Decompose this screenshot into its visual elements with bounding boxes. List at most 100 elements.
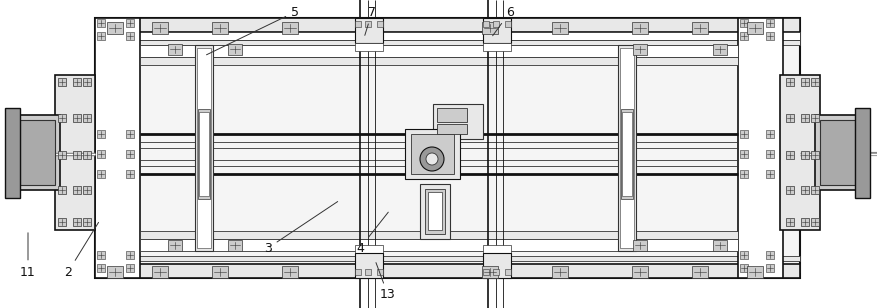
Bar (427, 192, 441, 230)
Bar (83, 218, 91, 226)
Bar (83, 114, 91, 122)
Bar (126, 130, 134, 138)
Bar (631, 266, 647, 278)
Bar (96, 150, 105, 158)
Bar (810, 186, 818, 194)
Bar (691, 22, 707, 34)
Bar (810, 218, 818, 226)
Bar (96, 32, 105, 40)
Bar (482, 43, 510, 51)
Bar (619, 48, 633, 248)
Bar (354, 43, 382, 51)
Bar (800, 218, 808, 226)
Bar (73, 186, 81, 194)
Bar (83, 78, 91, 86)
Bar (785, 218, 793, 226)
Bar (739, 130, 747, 138)
Bar (810, 78, 818, 86)
Bar (810, 151, 818, 159)
Bar (211, 266, 228, 278)
Bar (482, 269, 488, 275)
Bar (139, 57, 738, 65)
Bar (620, 109, 632, 199)
Bar (632, 240, 646, 251)
Bar (58, 78, 66, 86)
Bar (15, 115, 60, 190)
Bar (5, 108, 20, 198)
Bar (95, 18, 799, 278)
Bar (126, 251, 134, 259)
Bar (482, 253, 510, 278)
Bar (365, 269, 371, 275)
Bar (404, 129, 460, 179)
Text: 13: 13 (375, 263, 396, 302)
Bar (95, 32, 799, 40)
Bar (765, 32, 774, 40)
Bar (195, 45, 213, 251)
Bar (621, 112, 631, 196)
Bar (739, 264, 747, 272)
Bar (632, 44, 646, 55)
Bar (354, 253, 382, 278)
Bar (228, 240, 242, 251)
Bar (819, 120, 854, 185)
Bar (746, 266, 762, 278)
Bar (58, 186, 66, 194)
Bar (282, 22, 297, 34)
Bar (83, 186, 91, 194)
Bar (58, 151, 66, 159)
Bar (739, 150, 747, 158)
Bar (424, 189, 445, 234)
Bar (73, 78, 81, 86)
Bar (437, 124, 467, 134)
Bar (199, 112, 209, 196)
Bar (785, 114, 793, 122)
Bar (354, 245, 382, 253)
Bar (481, 22, 497, 34)
Circle shape (425, 153, 438, 165)
Bar (765, 130, 774, 138)
Bar (712, 44, 726, 55)
Bar (168, 240, 182, 251)
Bar (73, 151, 81, 159)
Bar (785, 151, 793, 159)
Bar (96, 264, 105, 272)
Bar (73, 114, 81, 122)
Bar (107, 266, 123, 278)
Bar (504, 21, 510, 27)
Bar (765, 150, 774, 158)
Bar (96, 251, 105, 259)
Bar (211, 22, 228, 34)
Bar (96, 170, 105, 178)
Bar (282, 266, 297, 278)
Text: 11: 11 (20, 233, 36, 278)
Bar (20, 120, 55, 185)
Text: 3: 3 (264, 201, 338, 254)
Bar (95, 264, 799, 272)
Bar (738, 18, 782, 278)
Bar (493, 21, 498, 27)
Bar (96, 19, 105, 27)
Bar (95, 18, 139, 278)
Bar (126, 32, 134, 40)
Text: 4: 4 (356, 212, 388, 254)
Bar (126, 264, 134, 272)
Bar (83, 151, 91, 159)
Bar (800, 186, 808, 194)
Bar (126, 19, 134, 27)
Bar (765, 264, 774, 272)
Text: 5: 5 (206, 6, 299, 55)
Bar (739, 251, 747, 259)
Bar (800, 114, 808, 122)
Bar (437, 108, 467, 122)
Bar (126, 170, 134, 178)
Bar (376, 21, 382, 27)
Bar (785, 78, 793, 86)
Bar (139, 231, 738, 239)
Bar (482, 18, 510, 43)
Text: 7: 7 (365, 6, 375, 35)
Bar (712, 240, 726, 251)
Bar (198, 109, 210, 199)
Circle shape (419, 147, 444, 171)
Bar (354, 269, 360, 275)
